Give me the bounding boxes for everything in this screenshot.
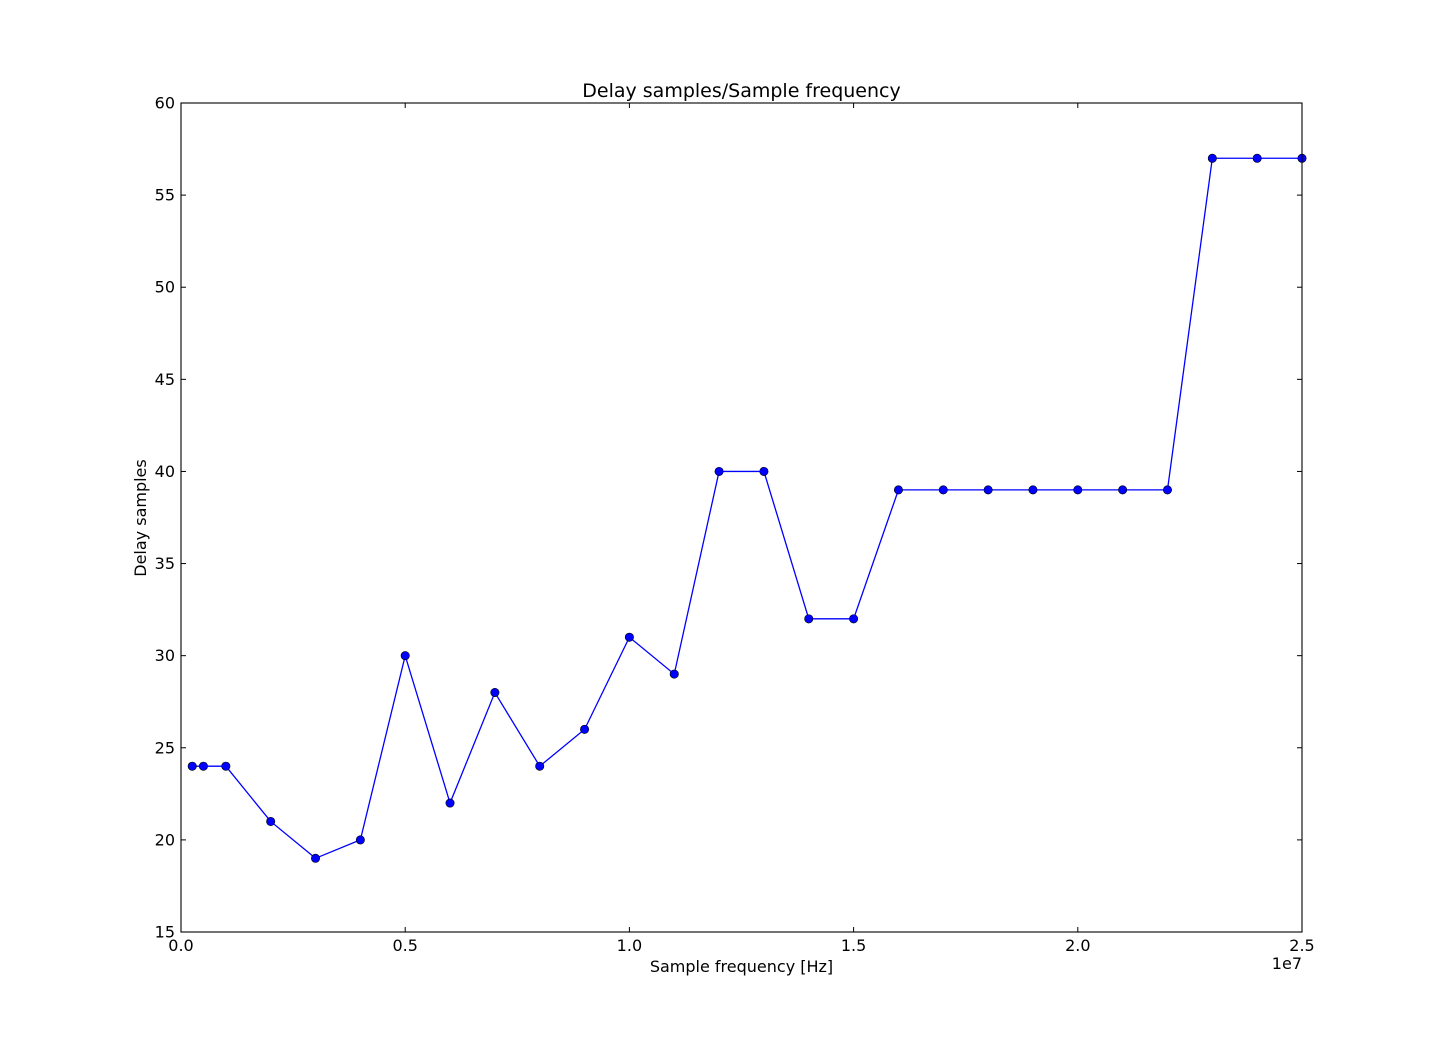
- x-tick-label: 0.5: [392, 936, 417, 955]
- x-tick-label: 1.5: [841, 936, 866, 955]
- data-point: [893, 485, 903, 495]
- x-tick-label: 2.0: [1065, 936, 1090, 955]
- data-point: [714, 466, 724, 476]
- data-point: [221, 761, 231, 771]
- data-point: [1162, 485, 1172, 495]
- x-tick-label: 1.0: [617, 936, 642, 955]
- x-tick-label: 2.5: [1289, 936, 1314, 955]
- data-point: [445, 798, 455, 808]
- data-point: [198, 761, 208, 771]
- data-point: [1252, 153, 1262, 163]
- data-point: [938, 485, 948, 495]
- data-point: [535, 761, 545, 771]
- data-point: [759, 466, 769, 476]
- data-point: [1118, 485, 1128, 495]
- y-tick-label: 30: [155, 646, 175, 665]
- y-axis-label: Delay samples: [131, 459, 150, 576]
- axes-frame: [180, 102, 1303, 933]
- data-point: [580, 724, 590, 734]
- data-point: [804, 614, 814, 624]
- data-point: [187, 761, 197, 771]
- data-point: [849, 614, 859, 624]
- y-tick-label: 55: [155, 186, 175, 205]
- plot-area: 0.0 0.5 1.0 1.5 2.0 2.5 15 20 25 30 35 40 45 50 55 60: [155, 94, 1315, 956]
- chart-title: Delay samples/Sample frequency: [582, 80, 900, 102]
- data-point: [669, 669, 679, 679]
- y-tick-label: 25: [155, 738, 175, 757]
- data-point: [1073, 485, 1083, 495]
- y-tick-label: 40: [155, 462, 175, 481]
- y-tick-label: 45: [155, 370, 175, 389]
- x-axis-offset-label: 1e7: [1272, 954, 1302, 973]
- series-line: [192, 157, 1302, 860]
- data-point: [490, 688, 500, 698]
- data-point: [1028, 485, 1038, 495]
- data-point: [1207, 153, 1217, 163]
- y-tick-label: 50: [155, 278, 175, 297]
- data-point: [624, 632, 634, 642]
- x-axis-label: Sample frequency [Hz]: [650, 957, 833, 976]
- data-point: [311, 853, 321, 863]
- data-point: [983, 485, 993, 495]
- data-point: [266, 816, 276, 826]
- y-tick-label: 15: [155, 923, 175, 942]
- y-tick-label: 60: [155, 94, 175, 113]
- y-tick-label: 20: [155, 830, 175, 849]
- data-point: [355, 835, 365, 845]
- y-tick-label: 35: [155, 554, 175, 573]
- x-tick-label: 0.0: [168, 936, 193, 955]
- data-point: [400, 651, 410, 661]
